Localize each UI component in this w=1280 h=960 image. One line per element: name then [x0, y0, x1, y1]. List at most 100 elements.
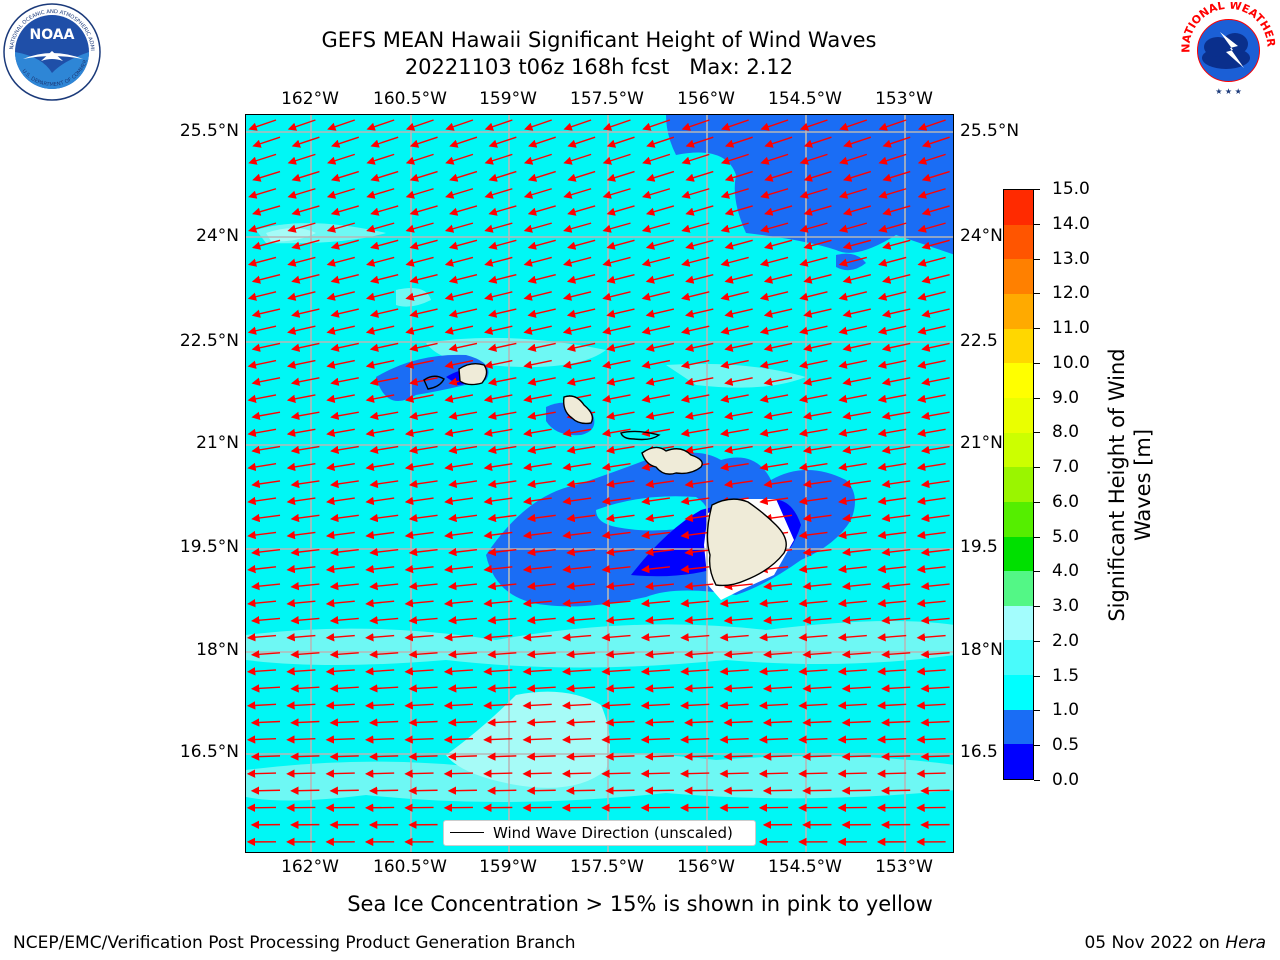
wind-wave-arrow: [921, 205, 950, 216]
wind-wave-arrow: [680, 667, 710, 676]
wind-wave-arrow: [566, 650, 596, 659]
wind-wave-arrow: [246, 667, 277, 676]
wind-wave-arrow: [330, 239, 359, 250]
wind-wave-arrow: [291, 239, 320, 250]
wind-wave-arrow: [601, 530, 631, 540]
wind-wave-arrow: [640, 701, 670, 710]
map-panel[interactable]: [245, 114, 954, 853]
wind-wave-arrow: [645, 479, 674, 489]
wind-wave-arrow: [487, 718, 517, 727]
wind-wave-arrow: [759, 256, 789, 267]
wind-wave-arrow: [640, 598, 670, 608]
lat-tick-left: 22.5°N: [179, 331, 239, 351]
colorbar-tick-label: 11.0: [1052, 318, 1090, 339]
colorbar-tick-label: 14.0: [1052, 213, 1090, 234]
wind-wave-arrow: [330, 377, 359, 386]
wind-wave-arrow: [365, 428, 395, 438]
wind-wave-arrow: [917, 394, 946, 403]
wind-wave-arrow: [644, 581, 674, 591]
wind-wave-arrow: [881, 616, 911, 625]
wind-wave-arrow: [764, 170, 793, 182]
lon-tick-top: 160.5°W: [373, 89, 447, 109]
wind-wave-arrow: [762, 650, 793, 659]
wind-wave-arrow: [369, 479, 399, 489]
wind-wave-arrow: [325, 530, 355, 540]
colorbar-segment: [1004, 467, 1033, 502]
wind-wave-arrow: [488, 273, 517, 284]
wind-wave-arrow: [802, 684, 832, 693]
wind-wave-arrow: [522, 735, 552, 744]
wind-wave-arrow: [724, 445, 753, 455]
wind-wave-arrow: [443, 633, 474, 642]
colorbar-tick-mark: [1034, 571, 1040, 573]
wind-wave-arrow: [758, 769, 789, 778]
wind-wave-arrow: [484, 256, 513, 267]
lon-tick-bottom: 160.5°W: [373, 857, 447, 877]
wind-wave-arrow: [644, 684, 674, 693]
wind-wave-arrow: [247, 530, 277, 540]
wind-wave-arrow: [523, 394, 552, 403]
wind-wave-arrow: [483, 701, 513, 710]
wind-wave-arrow: [408, 513, 438, 523]
wind-wave-arrow: [369, 581, 399, 591]
wind-wave-arrow: [286, 462, 316, 472]
wind-wave-arrow: [798, 564, 828, 574]
wind-wave-arrow: [522, 667, 552, 676]
wind-wave-arrow: [641, 291, 671, 301]
wind-wave-arrow: [602, 291, 631, 301]
wind-wave-arrow: [251, 239, 281, 250]
wind-wave-arrow: [523, 153, 552, 165]
wind-wave-arrow: [645, 239, 675, 250]
wind-wave-arrow: [841, 718, 871, 727]
wind-wave-arrow: [684, 445, 714, 455]
svg-text:NOAA: NOAA: [30, 27, 75, 43]
wind-wave-arrow: [605, 547, 635, 557]
wind-wave-arrow: [878, 256, 907, 267]
colorbar-tick-mark: [1034, 710, 1040, 712]
wind-wave-arrow: [684, 581, 714, 591]
wind-wave-arrow: [798, 598, 828, 608]
wind-wave-arrow: [561, 769, 592, 778]
lat-tick-right: 24°N: [960, 226, 1003, 246]
wind-wave-arrow: [921, 239, 950, 250]
wind-wave-arrow: [325, 564, 355, 574]
colorbar-segment: [1004, 363, 1033, 398]
wind-wave-arrow: [487, 616, 517, 625]
lat-tick-left: 25.5°N: [179, 121, 239, 141]
wind-wave-arrow: [366, 222, 395, 233]
wind-wave-arrow: [763, 616, 793, 625]
wind-wave-arrow: [803, 170, 832, 182]
wind-wave-arrow: [562, 359, 592, 369]
wind-wave-arrow: [842, 342, 871, 352]
wind-wave-arrow: [246, 735, 277, 744]
colorbar-tick-mark: [1034, 640, 1040, 642]
wind-wave-arrow: [719, 769, 749, 778]
wind-wave-arrow: [723, 684, 753, 693]
wind-wave-arrow: [644, 616, 674, 625]
wind-wave-arrow: [837, 701, 867, 710]
wind-wave-arrow: [681, 256, 710, 267]
wind-wave-arrow: [838, 256, 868, 267]
wind-wave-arrow: [877, 462, 907, 472]
wind-wave-arrow: [409, 170, 438, 182]
wind-wave-arrow: [641, 325, 671, 335]
wind-wave-arrow: [724, 377, 753, 386]
wind-wave-arrow: [483, 359, 513, 369]
colorbar-segment: [1004, 605, 1033, 641]
wind-wave-arrow: [290, 445, 320, 455]
wind-wave-arrow: [799, 256, 828, 267]
wind-wave-arrow: [606, 342, 635, 352]
wind-wave-arrow: [842, 411, 871, 420]
wind-wave-arrow: [839, 119, 868, 131]
wind-wave-arrow: [601, 769, 631, 778]
wind-wave-arrow: [680, 428, 710, 438]
wind-wave-arrow: [920, 445, 950, 455]
wind-wave-arrow: [798, 530, 828, 540]
wind-wave-arrow: [882, 239, 911, 250]
wind-wave-arrow: [758, 735, 789, 744]
wind-wave-arrow: [838, 394, 867, 403]
wind-wave-arrow: [916, 598, 946, 608]
wind-wave-arrow: [878, 291, 907, 301]
wind-wave-arrow: [330, 445, 359, 455]
wind-wave-arrow: [404, 428, 434, 438]
